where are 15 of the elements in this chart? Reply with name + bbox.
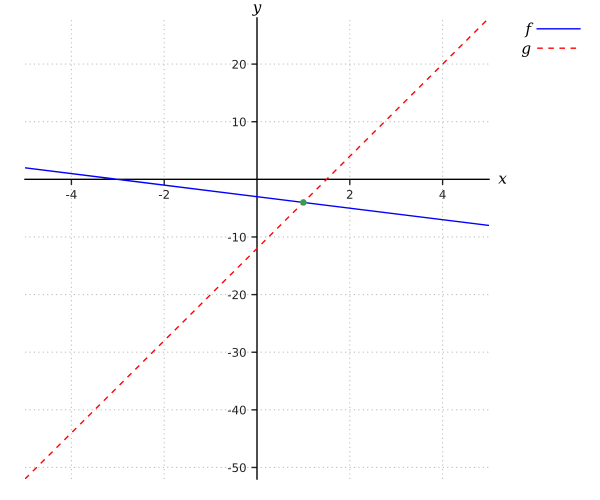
x-tick-label: -4 [66,190,77,199]
x-tick-label: -2 [158,190,169,199]
y-tick-label: -50 [228,463,246,472]
y-axis-title: y [252,4,262,16]
x-axis-title: x [498,176,507,184]
y-tick-label: 10 [232,117,246,126]
y-tick-label: -10 [228,232,246,242]
y-tick-label: 20 [232,60,246,69]
y-tick-label: -30 [228,348,246,357]
x-tick-label: 4 [439,190,446,199]
y-tick-label: -40 [228,406,246,415]
x-tick-label: 2 [346,190,352,199]
legend-label: g [522,45,530,57]
y-tick-label: -20 [228,290,246,300]
legend-label: f [524,22,534,38]
